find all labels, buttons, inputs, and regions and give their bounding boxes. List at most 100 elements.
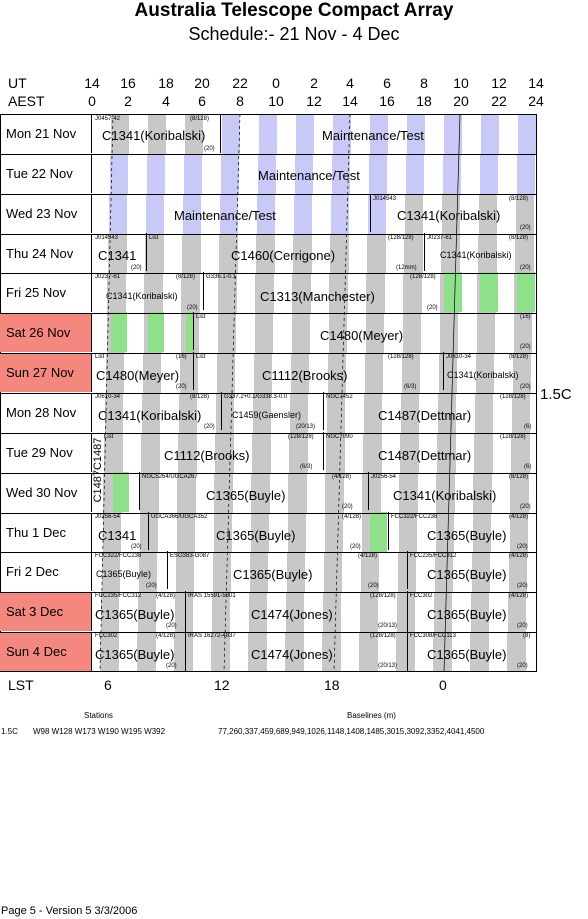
block-project: C1313(Manchester): [260, 289, 375, 304]
time-stripe: [215, 433, 234, 473]
block-note: (20): [517, 544, 528, 550]
time-stripe: [437, 433, 456, 473]
block-project: C1474(Jones): [251, 607, 333, 622]
time-stripe: [108, 234, 127, 274]
block-priority: (8/128): [190, 394, 210, 400]
time-stripe: [399, 473, 418, 513]
day-label: Fri 25 Nov: [0, 273, 92, 312]
lst-lines: [99, 114, 461, 672]
block-divider: [193, 352, 194, 390]
time-stripe: [109, 154, 129, 194]
ut-hour: 20: [194, 75, 210, 91]
block-source: J0256-54: [371, 474, 397, 480]
block-note: (20): [350, 544, 361, 550]
time-stripe: [145, 234, 164, 274]
ut-hour: 0: [272, 75, 280, 91]
time-stripe: [295, 114, 314, 154]
block-source: FCC302: [95, 633, 118, 639]
time-stripe: [292, 273, 311, 313]
time-stripe: [177, 473, 196, 513]
block-priority: (128/128): [500, 434, 526, 440]
time-stripe: [255, 273, 274, 313]
time-stripe: [404, 194, 424, 234]
time-stripe: [508, 552, 528, 592]
block-note: (20/13): [378, 663, 398, 669]
row-separator: [0, 313, 537, 314]
block-note: (6/3): [300, 464, 313, 470]
block-source: J0610-34: [446, 354, 472, 360]
time-stripe: [219, 194, 239, 234]
available-slot: [148, 312, 164, 352]
block-priority: (128/128): [388, 235, 414, 241]
config-name: 1.5C: [1, 727, 18, 736]
time-stripe: [396, 632, 415, 672]
block-divider: [368, 472, 369, 510]
day-label: Fri 2 Dec: [0, 552, 92, 591]
time-stripe: [217, 313, 236, 353]
aest-hour: 24: [528, 93, 544, 109]
lst-label: LST: [8, 677, 34, 693]
block-note: (6/3): [404, 384, 417, 390]
block-note: (20): [368, 583, 379, 589]
time-stripe: [221, 114, 240, 154]
aest-hour: 10: [268, 93, 284, 109]
day-label: Sun 27 Nov: [0, 353, 92, 392]
time-stripe: [104, 433, 123, 473]
time-stripe: [182, 194, 202, 234]
time-stripe: [512, 353, 532, 393]
time-stripe: [214, 473, 233, 513]
time-stripe: [285, 592, 305, 632]
time-stripe: [253, 353, 273, 393]
aest-hour: 6: [198, 93, 206, 109]
block-divider: [185, 591, 186, 631]
time-stripe: [367, 234, 386, 274]
block-source: J014543: [95, 235, 119, 241]
block-priority: (4/128): [509, 553, 529, 559]
time-stripe: [256, 234, 275, 274]
time-stripe: [331, 154, 351, 194]
time-stripe: [397, 552, 417, 592]
block-note: (20): [520, 504, 531, 510]
available-slot: [111, 312, 127, 352]
block-source: FCC235/FCC312: [410, 553, 457, 559]
block-project: C1365(Buyle): [427, 528, 507, 543]
block-source: G336.1-0.1: [206, 274, 237, 280]
block-source: FCC322/FCC238: [391, 514, 438, 520]
time-stripe: [511, 393, 531, 433]
time-stripe: [104, 393, 124, 433]
config-baselines: 77,260,337,459,689,949,1026,1148,1408,14…: [218, 727, 485, 736]
time-stripe: [366, 273, 385, 313]
block-source: FCC308/FCC113: [410, 633, 456, 639]
time-stripe: [472, 513, 491, 553]
time-stripe: [474, 393, 494, 433]
ut-hour: 8: [420, 75, 428, 91]
block-divider: [323, 392, 324, 430]
time-stripe: [184, 114, 203, 154]
block-source: J0256-54: [95, 514, 121, 520]
time-stripe: [174, 592, 194, 632]
day-label: Tue 29 Nov: [0, 433, 92, 472]
block-priority: (8): [523, 633, 531, 639]
aest-hour: 14: [342, 93, 358, 109]
block-project: C1341(Koribalski): [397, 208, 501, 223]
time-stripe: [293, 234, 312, 274]
block-note: (20): [204, 146, 215, 152]
row-separator: [0, 273, 537, 274]
block-divider: [323, 432, 324, 470]
block-source: J014543: [373, 196, 397, 202]
page-subtitle: Schedule:- 21 Nov - 4 Dec: [188, 24, 400, 44]
row-separator: [0, 433, 537, 434]
time-stripe: [507, 592, 527, 632]
ut-label: UT: [8, 75, 27, 91]
time-stripe: [443, 114, 462, 154]
block-project: C1480(Meyer): [320, 328, 404, 343]
block-note: (6): [524, 424, 532, 430]
block-note: (6): [524, 464, 532, 470]
block-source: UGCA366/UGCA352: [151, 514, 208, 520]
time-stripe: [293, 194, 313, 234]
block-priority: (4/128): [332, 474, 352, 480]
time-stripe: [142, 353, 162, 393]
block-priority: (8/128): [176, 274, 196, 280]
available-slot: [113, 472, 129, 512]
block-source: G337.2+0.1/G338.3-0.0: [224, 394, 288, 400]
